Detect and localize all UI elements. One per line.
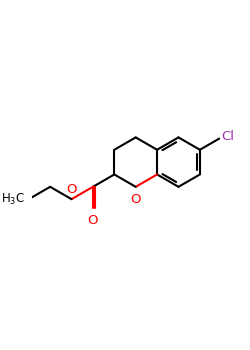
Text: $\mathregular{H_3C}$: $\mathregular{H_3C}$ <box>2 191 25 207</box>
Text: O: O <box>66 183 77 196</box>
Text: O: O <box>130 193 141 206</box>
Text: O: O <box>88 214 98 227</box>
Text: Cl: Cl <box>221 131 234 144</box>
